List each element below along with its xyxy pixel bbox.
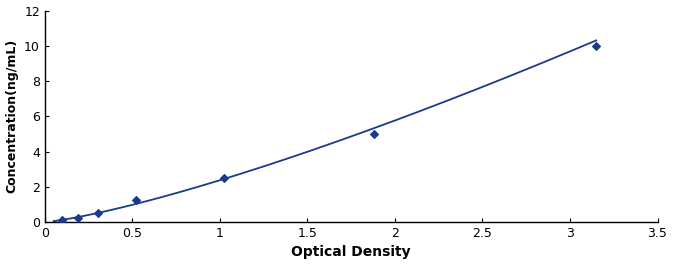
Y-axis label: Concentration(ng/mL): Concentration(ng/mL) [5, 39, 19, 193]
X-axis label: Optical Density: Optical Density [291, 245, 411, 259]
